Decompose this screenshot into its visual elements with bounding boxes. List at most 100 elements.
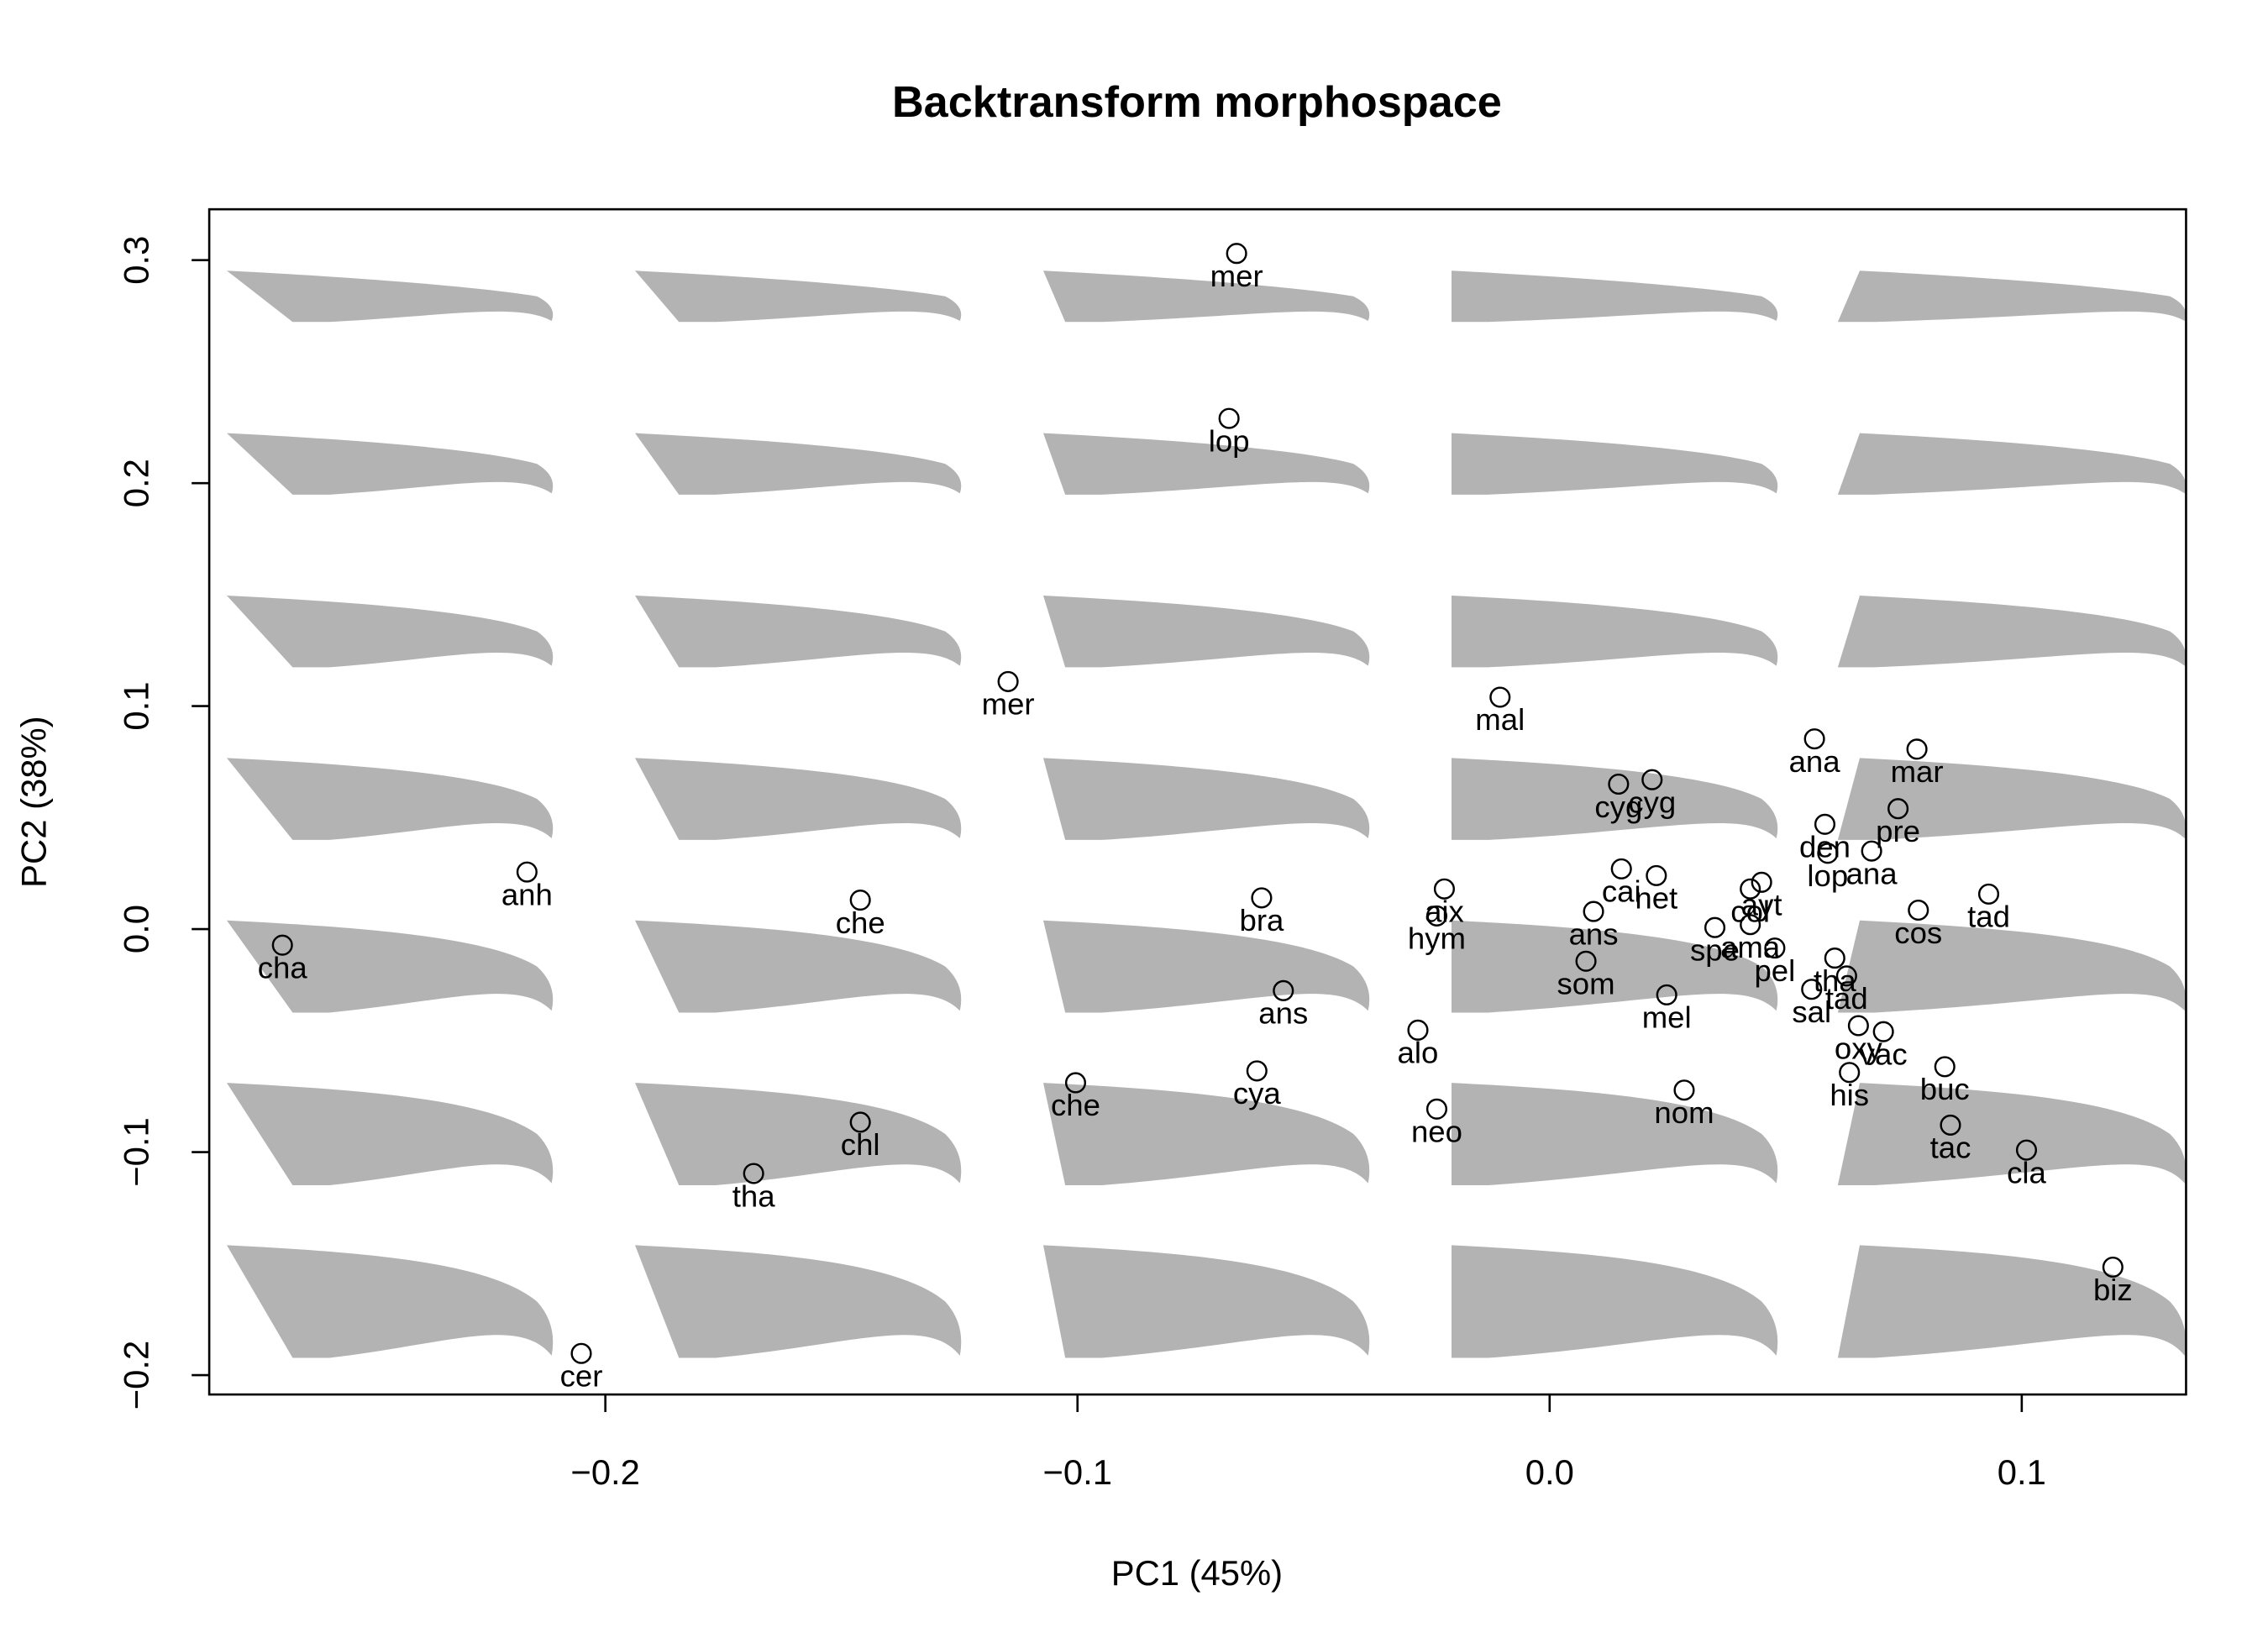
point-label: cer	[560, 1359, 603, 1394]
x-tick-label: 0.1	[1998, 1452, 2046, 1492]
shape-outline	[635, 433, 962, 495]
shape-outline	[635, 758, 962, 840]
point-label: vac	[1860, 1037, 1908, 1071]
point	[1934, 1056, 1956, 1078]
shape-grid	[227, 270, 2187, 1358]
point-label: ama	[1720, 930, 1781, 964]
shape-outline	[1452, 1083, 1778, 1186]
shape-outline	[1452, 758, 1778, 840]
point	[1887, 798, 1909, 820]
point	[1704, 916, 1726, 938]
point	[1610, 858, 1632, 879]
point	[1872, 1021, 1894, 1042]
shape-outline	[1837, 270, 2187, 323]
x-axis-label: PC1 (45%)	[1111, 1553, 1283, 1593]
point	[1977, 883, 2000, 905]
point	[743, 1163, 764, 1184]
shape-outline	[227, 1083, 554, 1186]
point	[2015, 1139, 2038, 1161]
point-label: sal	[1792, 995, 1831, 1029]
point	[1814, 813, 1836, 835]
point-label: mal	[1475, 702, 1525, 737]
point	[1433, 878, 1455, 900]
point-label: col	[1730, 895, 1770, 929]
shape-outline	[635, 596, 962, 668]
point	[1751, 871, 1772, 893]
point	[1817, 843, 1839, 864]
shape-outline	[1452, 433, 1778, 495]
point	[1583, 900, 1604, 922]
point	[1801, 979, 1823, 1000]
shape-outline	[635, 920, 962, 1013]
shape-outline	[1837, 1083, 2187, 1186]
point-label: nom	[1654, 1095, 1714, 1130]
shape-outline	[227, 1245, 554, 1358]
shape-outline	[635, 270, 962, 323]
shape-outline	[1837, 1245, 2187, 1358]
shape-outline	[1043, 1083, 1370, 1186]
point-label: anh	[501, 877, 553, 911]
shape-outline	[1837, 920, 2187, 1013]
point-label: tad	[1825, 981, 1868, 1016]
point-label: cyg	[1628, 785, 1676, 819]
shape-outline	[635, 1083, 962, 1186]
point-label: lop	[1209, 423, 1250, 458]
point-label: bra	[1239, 903, 1284, 937]
shape-outline	[1837, 596, 2187, 668]
shape-outline	[1452, 270, 1778, 323]
point	[1064, 1072, 1087, 1094]
x-tick-label: −0.1	[1042, 1452, 1112, 1492]
point-label: tha	[732, 1179, 776, 1213]
point	[1226, 243, 1247, 265]
y-axis-label: PC2 (38%)	[14, 716, 54, 887]
shape-outline	[1452, 920, 1778, 1013]
point	[1425, 905, 1448, 927]
point	[1824, 948, 1845, 969]
point	[1839, 1062, 1861, 1084]
point	[1646, 864, 1667, 886]
point	[1608, 773, 1630, 795]
point-label: pre	[1876, 814, 1920, 848]
shape-outline	[1837, 758, 2187, 840]
y-tick-label: 0.0	[117, 905, 156, 953]
point-label: tad	[1967, 900, 2010, 934]
point	[1641, 769, 1663, 790]
point-label: che	[836, 906, 885, 940]
shape-outline	[227, 596, 554, 668]
point	[849, 1111, 871, 1133]
y-tick-label: −0.2	[117, 1341, 156, 1410]
point-label: pel	[1754, 953, 1795, 988]
y-tick-label: 0.1	[117, 682, 156, 731]
point	[1218, 407, 1240, 429]
point	[1251, 887, 1273, 909]
point-label: cos	[1894, 916, 1942, 950]
point-label: cla	[2007, 1155, 2046, 1189]
shape-outline	[1043, 596, 1370, 668]
shape-outline	[227, 758, 554, 840]
point	[1273, 979, 1294, 1001]
point	[1764, 937, 1786, 959]
point-label: neo	[1411, 1115, 1462, 1149]
point	[1656, 984, 1677, 1005]
point-label: spe	[1690, 932, 1740, 967]
point-label: hym	[1408, 921, 1466, 956]
point	[1425, 1098, 1448, 1120]
point-label: den	[1799, 830, 1851, 864]
shape-outline	[635, 1245, 962, 1358]
shape-outline	[1452, 596, 1778, 668]
point-label: buc	[1920, 1072, 1970, 1106]
chart-title: Backtransform morphospace	[892, 78, 1502, 127]
point	[1489, 686, 1511, 708]
point	[516, 861, 538, 883]
point-label: ans	[1569, 916, 1619, 951]
plot-frame	[207, 207, 2187, 1396]
point	[1908, 899, 1929, 921]
point-label: ana	[1789, 744, 1841, 779]
point-label: lop	[1807, 858, 1848, 893]
point	[1407, 1019, 1429, 1041]
point	[997, 670, 1019, 692]
shape-outline	[1043, 920, 1370, 1013]
shape-outline	[227, 433, 554, 495]
shape-outline	[227, 920, 554, 1013]
